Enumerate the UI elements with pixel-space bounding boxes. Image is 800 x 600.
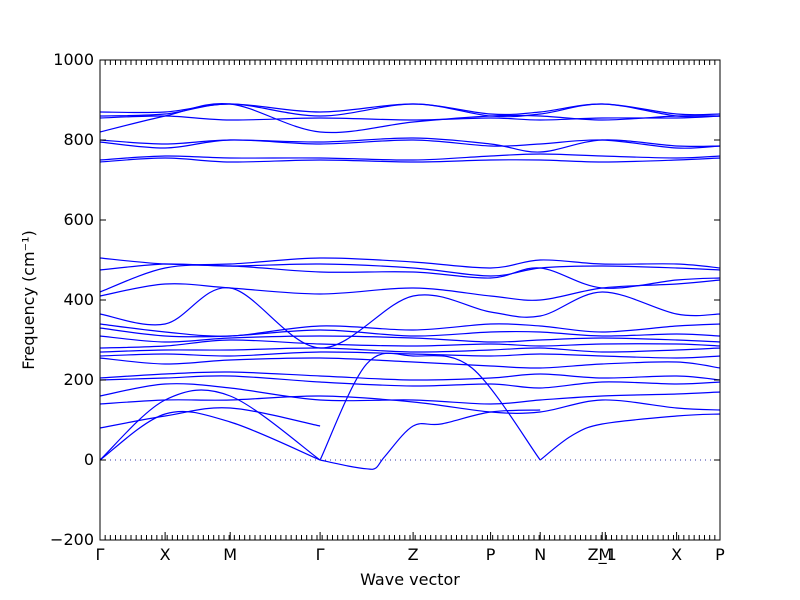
plot-frame <box>99 59 721 541</box>
x-tick-label: P <box>486 545 496 564</box>
band-line-24 <box>99 153 721 161</box>
y-tick-label: −200 <box>50 530 94 549</box>
band-line-15 <box>99 335 721 343</box>
y-tick-label: 200 <box>63 370 94 389</box>
x-tick-labels: Γ X M Γ Z P N Z_1M X P <box>96 545 726 565</box>
x-axis-label: Wave vector <box>360 570 460 589</box>
y-tick-labels: −200 0 200 400 600 800 1000 <box>50 50 94 549</box>
band-line-28 <box>99 115 721 121</box>
band-line-12 <box>99 351 721 359</box>
x-tick-label: M <box>223 545 237 564</box>
band-line-17 <box>99 323 721 337</box>
x-tick-label: X <box>160 545 171 564</box>
band-line-26 <box>99 137 721 153</box>
y-axis-label: Frequency (cm⁻¹) <box>19 230 38 369</box>
band-line-7 <box>99 395 721 414</box>
x-tick-label: M <box>598 545 612 564</box>
y-tick-label: 400 <box>63 290 94 309</box>
band-line-1 <box>99 410 321 461</box>
x-tick-label: Γ <box>96 545 105 564</box>
x-tick-label: N <box>534 545 546 564</box>
x-tick-label: Γ <box>316 545 325 564</box>
band-line-13 <box>99 347 721 353</box>
band-line-8 <box>99 383 721 405</box>
band-line-5 <box>319 352 541 461</box>
x-tick-label: P <box>715 545 725 564</box>
band-line-16 <box>99 327 721 338</box>
band-line-11 <box>99 357 721 369</box>
band-line-30 <box>99 103 721 116</box>
band-line-9 <box>99 375 721 389</box>
y-tick-label: 600 <box>63 210 94 229</box>
band-line-18 <box>99 287 721 349</box>
axis-ticks <box>99 59 721 541</box>
band-line-22 <box>99 257 721 269</box>
x-tick-label: X <box>671 545 682 564</box>
y-tick-label: 1000 <box>53 50 94 69</box>
band-line-14 <box>99 339 721 349</box>
band-line-23 <box>99 157 721 163</box>
x-tick-label: Z <box>408 545 419 564</box>
y-tick-label: 0 <box>84 450 94 469</box>
band-line-25 <box>99 139 721 149</box>
band-line-4 <box>319 409 541 470</box>
y-tick-label: 800 <box>63 130 94 149</box>
band-line-10 <box>99 371 721 381</box>
band-line-2 <box>99 389 321 461</box>
band-line-6 <box>539 413 721 461</box>
band-lines <box>99 102 721 470</box>
band-line-3 <box>99 407 321 429</box>
x-tick-label: Z_1 <box>588 545 617 565</box>
